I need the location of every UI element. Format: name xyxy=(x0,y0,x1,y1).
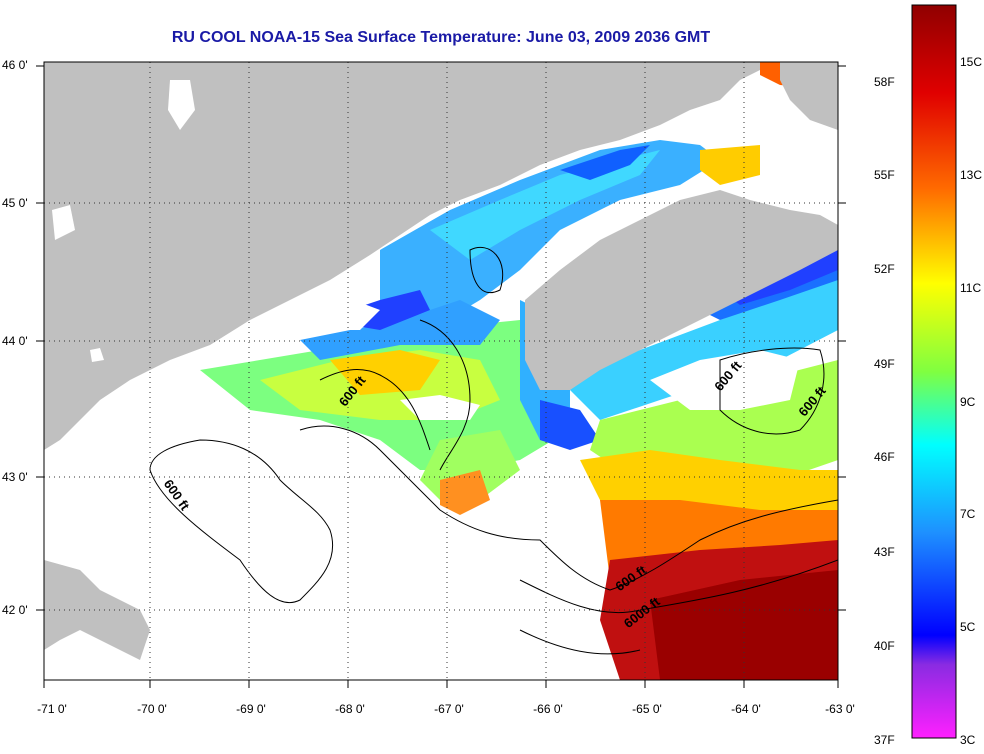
lon-label: -70 0' xyxy=(137,702,167,716)
colorbar-c-label: 5C xyxy=(960,620,976,634)
cloud-specks xyxy=(52,80,195,362)
lon-label: -64 0' xyxy=(731,702,761,716)
axis-ticks xyxy=(36,65,846,688)
colorbar-f-label: 40F xyxy=(874,639,895,653)
colorbar-f-label: 46F xyxy=(874,450,895,464)
lon-label: -63 0' xyxy=(825,702,855,716)
colorbar-f-label: 55F xyxy=(874,168,895,182)
colorbar-c-label: 3C xyxy=(960,733,976,747)
lon-label: -66 0' xyxy=(533,702,563,716)
colorbar-c-label: 11C xyxy=(960,281,982,295)
land xyxy=(44,62,838,660)
map-frame xyxy=(43,61,839,681)
lat-label: 43 0' xyxy=(2,470,28,484)
lon-label: -65 0' xyxy=(632,702,662,716)
colorbar-f-label: 49F xyxy=(874,357,895,371)
lon-label: -68 0' xyxy=(335,702,365,716)
colorbar xyxy=(911,4,957,739)
colorbar-f-label: 58F xyxy=(874,75,895,89)
colorbar-f-label: 37F xyxy=(874,733,895,747)
colorbar-c-label: 9C xyxy=(960,395,976,409)
lon-label: -71 0' xyxy=(37,702,67,716)
depth-contours xyxy=(149,246,838,655)
lat-label: 45 0' xyxy=(2,196,28,210)
lat-label: 44 0' xyxy=(2,334,28,348)
lat-lon-grid xyxy=(44,62,838,680)
lat-label: 46 0' xyxy=(2,58,28,72)
lon-label: -67 0' xyxy=(434,702,464,716)
colorbar-c-label: 7C xyxy=(960,507,976,521)
lat-label: 42 0' xyxy=(2,603,28,617)
colorbar-f-label: 52F xyxy=(874,262,895,276)
lon-label: -69 0' xyxy=(236,702,266,716)
map-title: RU COOL NOAA-15 Sea Surface Temperature:… xyxy=(171,29,711,46)
colorbar-f-label: 43F xyxy=(874,545,895,559)
colorbar-c-label: 15C xyxy=(960,55,983,69)
colorbar-c-label: 13C xyxy=(960,168,983,182)
